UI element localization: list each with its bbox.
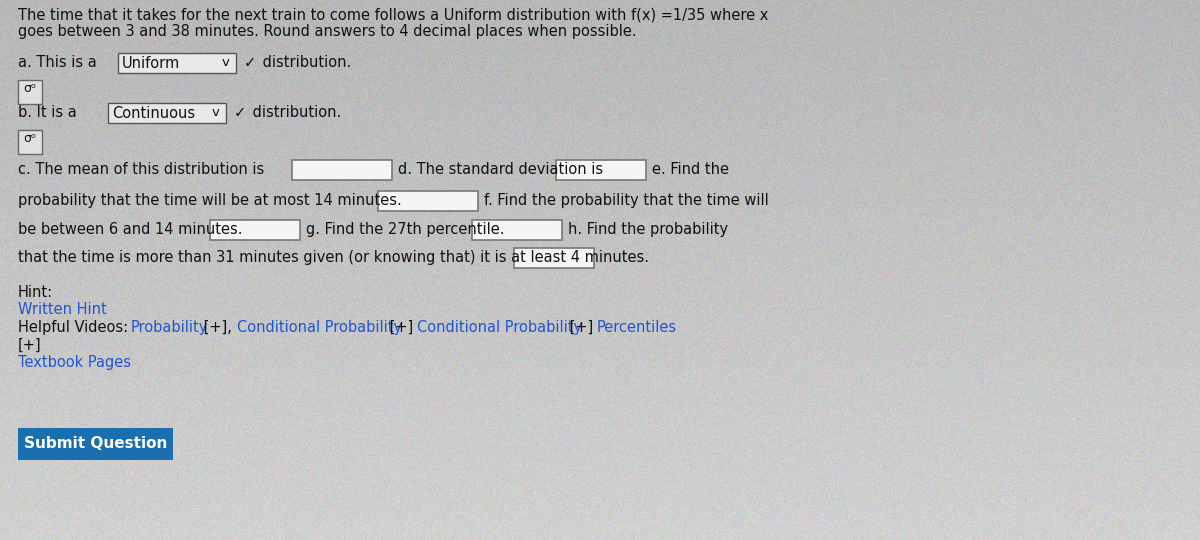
Text: Submit Question: Submit Question <box>24 436 167 451</box>
Text: e. Find the: e. Find the <box>652 162 730 177</box>
FancyBboxPatch shape <box>210 220 300 240</box>
Text: [+],: [+], <box>199 320 236 335</box>
Text: v: v <box>212 106 220 119</box>
FancyBboxPatch shape <box>18 428 173 460</box>
Text: a. This is a: a. This is a <box>18 55 97 70</box>
Text: distribution.: distribution. <box>258 55 352 70</box>
Text: goes between 3 and 38 minutes. Round answers to 4 decimal places when possible.: goes between 3 and 38 minutes. Round ans… <box>18 24 637 39</box>
Text: ✓: ✓ <box>244 55 257 70</box>
Text: be between 6 and 14 minutes.: be between 6 and 14 minutes. <box>18 222 242 237</box>
Text: Uniform: Uniform <box>122 56 180 71</box>
Text: probability that the time will be at most 14 minutes.: probability that the time will be at mos… <box>18 193 402 208</box>
FancyBboxPatch shape <box>556 160 646 180</box>
FancyBboxPatch shape <box>118 53 236 73</box>
Text: distribution.: distribution. <box>248 105 341 120</box>
Text: Textbook Pages: Textbook Pages <box>18 355 131 370</box>
Text: b. It is a: b. It is a <box>18 105 77 120</box>
FancyBboxPatch shape <box>18 80 42 104</box>
Text: d. The standard deviation is: d. The standard deviation is <box>398 162 604 177</box>
Text: σᵒ: σᵒ <box>24 82 36 95</box>
Text: The time that it takes for the next train to come follows a Uniform distribution: The time that it takes for the next trai… <box>18 8 768 23</box>
Text: [+]: [+] <box>18 338 42 353</box>
Text: Continuous: Continuous <box>112 106 196 121</box>
Text: Probability: Probability <box>131 320 209 335</box>
Text: f. Find the probability that the time will: f. Find the probability that the time wi… <box>484 193 769 208</box>
FancyBboxPatch shape <box>18 130 42 154</box>
FancyBboxPatch shape <box>108 103 226 123</box>
Text: ✓: ✓ <box>234 105 246 120</box>
Text: that the time is more than 31 minutes given (or knowing that) it is at least 4 m: that the time is more than 31 minutes gi… <box>18 250 649 265</box>
Text: Hint:: Hint: <box>18 285 53 300</box>
Text: [+]: [+] <box>565 320 598 335</box>
Text: v: v <box>222 56 230 69</box>
Text: Percentiles: Percentiles <box>598 320 677 335</box>
Text: h. Find the probability: h. Find the probability <box>568 222 728 237</box>
Text: Conditional Probability: Conditional Probability <box>418 320 582 335</box>
Text: c. The mean of this distribution is: c. The mean of this distribution is <box>18 162 264 177</box>
FancyBboxPatch shape <box>292 160 392 180</box>
FancyBboxPatch shape <box>514 248 594 268</box>
FancyBboxPatch shape <box>378 191 478 211</box>
Text: Conditional Probability: Conditional Probability <box>238 320 402 335</box>
Text: Helpful Videos:: Helpful Videos: <box>18 320 133 335</box>
Text: Written Hint: Written Hint <box>18 302 107 317</box>
FancyBboxPatch shape <box>472 220 562 240</box>
Text: g. Find the 27th percentile.: g. Find the 27th percentile. <box>306 222 504 237</box>
Text: σᵒ: σᵒ <box>24 132 36 145</box>
Text: [+]: [+] <box>385 320 418 335</box>
